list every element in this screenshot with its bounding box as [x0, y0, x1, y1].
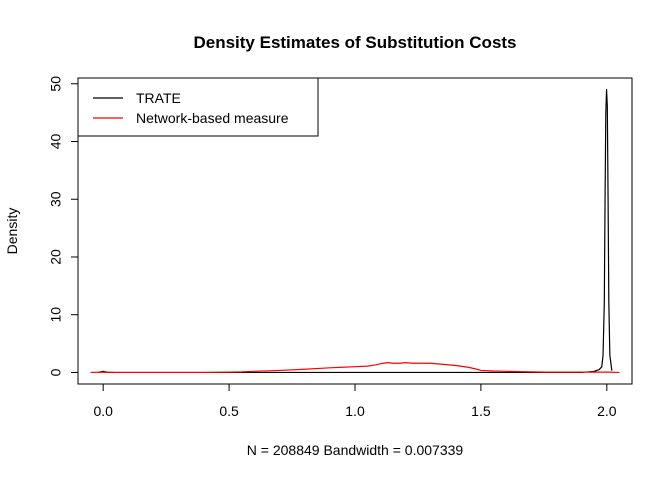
x-tick-label: 0.0: [93, 403, 113, 419]
y-tick-label: 0: [48, 368, 64, 376]
y-tick-label: 10: [48, 307, 64, 323]
y-axis-label: Density: [4, 208, 20, 255]
y-axis: 0 10 20 30 40 50: [48, 76, 79, 376]
series-line-network-based-measure: [90, 362, 620, 374]
legend-label-network-based: Network-based measure: [136, 110, 289, 126]
x-tick-label: 1.5: [471, 403, 491, 419]
x-tick-label: 1.0: [345, 403, 365, 419]
y-tick-label: 20: [48, 249, 64, 265]
y-tick-label: 50: [48, 76, 64, 92]
legend-label-trate: TRATE: [136, 90, 181, 106]
series-layer: [90, 88, 620, 374]
y-tick-label: 40: [48, 134, 64, 150]
y-tick-label: 30: [48, 191, 64, 207]
x-axis-label: N = 208849 Bandwidth = 0.007339: [247, 442, 464, 458]
chart-title: Density Estimates of Substitution Costs: [193, 33, 516, 52]
legend: TRATE Network-based measure: [77, 77, 319, 137]
x-axis: 0.0 0.5 1.0 1.5 2.0: [93, 383, 617, 419]
legend-box: [77, 77, 319, 137]
x-tick-label: 2.0: [597, 403, 617, 419]
x-tick-label: 0.5: [219, 403, 239, 419]
